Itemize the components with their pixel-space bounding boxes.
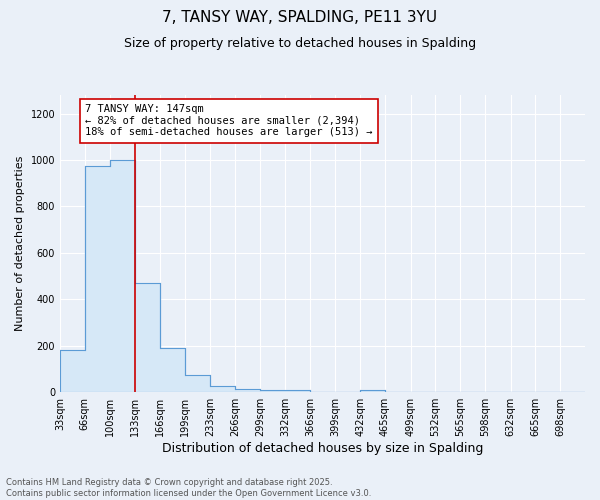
Text: 7, TANSY WAY, SPALDING, PE11 3YU: 7, TANSY WAY, SPALDING, PE11 3YU xyxy=(163,10,437,25)
Text: Size of property relative to detached houses in Spalding: Size of property relative to detached ho… xyxy=(124,38,476,51)
X-axis label: Distribution of detached houses by size in Spalding: Distribution of detached houses by size … xyxy=(162,442,483,455)
Y-axis label: Number of detached properties: Number of detached properties xyxy=(15,156,25,332)
Text: 7 TANSY WAY: 147sqm
← 82% of detached houses are smaller (2,394)
18% of semi-det: 7 TANSY WAY: 147sqm ← 82% of detached ho… xyxy=(85,104,373,138)
Text: Contains HM Land Registry data © Crown copyright and database right 2025.
Contai: Contains HM Land Registry data © Crown c… xyxy=(6,478,371,498)
